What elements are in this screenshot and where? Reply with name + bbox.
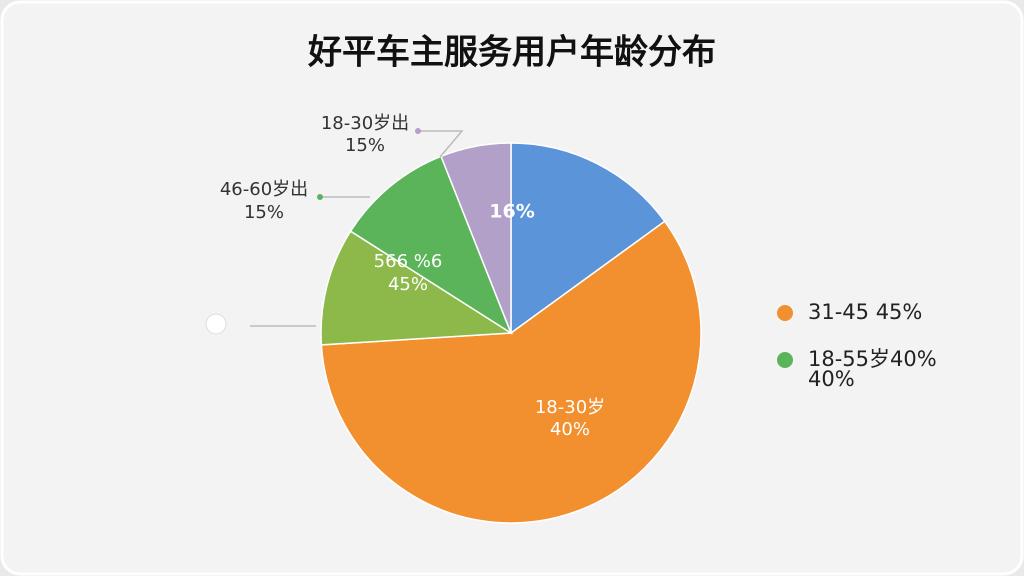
callout-label: 15%: [345, 135, 385, 156]
pie-slice: [510, 142, 666, 335]
pie: [320, 142, 702, 524]
pie-slice: [320, 220, 702, 524]
pie-slice: [349, 155, 513, 335]
pie-slice: [320, 230, 514, 346]
legend-swatch: [777, 352, 793, 368]
callout-label: 18-30岁出: [321, 113, 409, 134]
callout-dot: [415, 128, 421, 134]
callout-label: 15%: [244, 202, 284, 223]
legend: 31-45 45% 18-55岁40%40%: [777, 300, 937, 391]
callout-dot: [317, 194, 323, 200]
slice-label: 40%: [550, 419, 590, 440]
chart-title: 好平车主服务用户年龄分布: [307, 33, 716, 73]
legend-label: 18-55岁40%: [808, 347, 937, 371]
slice-label: 16%: [489, 201, 534, 223]
legend-label: 31-45 45%: [808, 300, 922, 324]
icon: [205, 313, 227, 335]
legend-label: 40%: [808, 367, 855, 391]
slice-label: 18-30岁: [535, 397, 605, 418]
slice-label: 45%: [388, 274, 428, 295]
callout-line: [418, 130, 464, 158]
labels: 16% 18-30岁 40% 566 %6 45% 18-30岁出 15% 46…: [220, 113, 605, 440]
slice-label: 566 %6: [374, 251, 443, 272]
callout-label: 46-60岁出: [220, 179, 308, 200]
legend-swatch: [777, 305, 793, 321]
